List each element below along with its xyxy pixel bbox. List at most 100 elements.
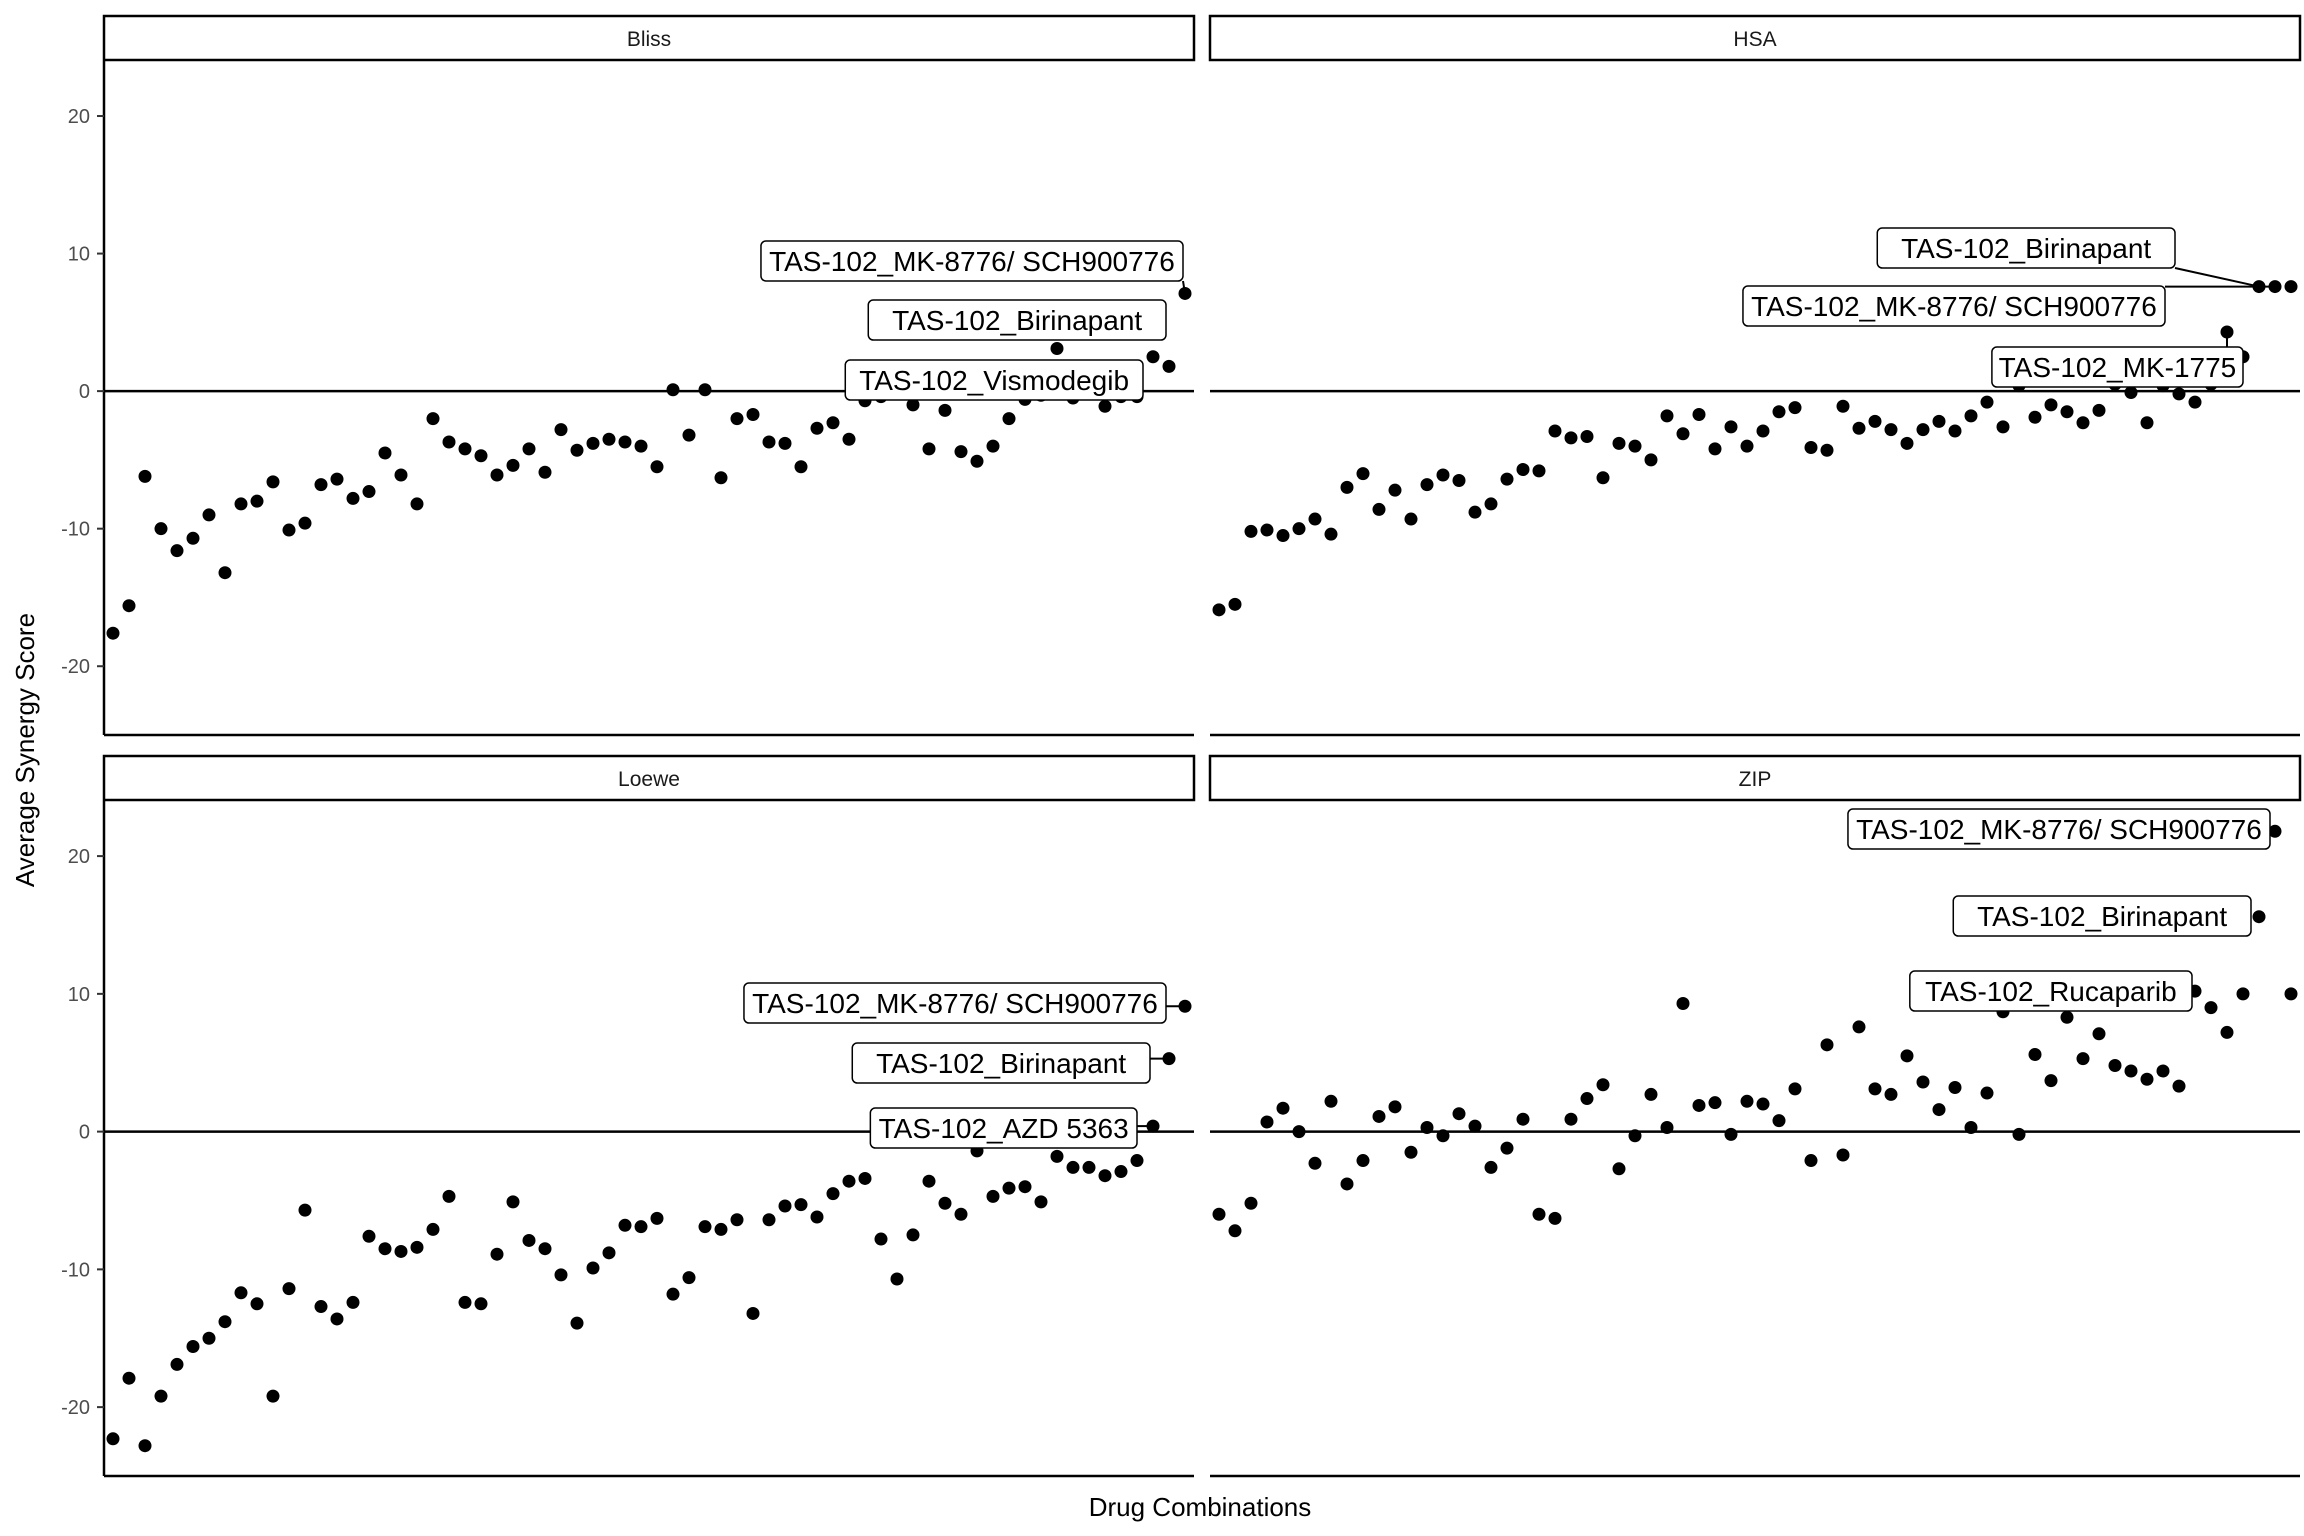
data-point	[1580, 430, 1594, 444]
facet-panel-zip: ZIP TAS-102_MK-8776/ SCH900776 TAS-102_Bir…	[1208, 754, 2302, 1478]
data-point	[1676, 997, 1690, 1010]
data-point	[1564, 431, 1578, 445]
data-point	[890, 1272, 904, 1286]
facet-strip-label: HSA	[1733, 28, 1776, 51]
data-point	[2012, 1127, 2026, 1141]
data-point	[538, 1242, 552, 1256]
data-point	[2140, 1072, 2154, 1086]
data-point	[570, 443, 584, 457]
facet-strip-label: Loewe	[618, 768, 680, 791]
point-label-box	[1909, 970, 2193, 1012]
data-point	[2252, 910, 2266, 924]
data-point	[666, 1287, 680, 1301]
data-point	[1276, 529, 1290, 543]
data-point	[1980, 1086, 1994, 1100]
data-point	[1212, 1207, 1226, 1221]
data-point	[1098, 1169, 1112, 1183]
data-point	[2268, 824, 2282, 838]
data-point	[2060, 405, 2074, 419]
data-point	[618, 435, 632, 449]
data-point	[602, 432, 616, 446]
data-point	[522, 1233, 536, 1247]
data-point	[954, 1207, 968, 1221]
data-point	[1516, 1112, 1530, 1126]
data-point	[906, 398, 920, 412]
data-point	[1500, 472, 1514, 486]
data-point	[2172, 387, 2186, 401]
data-point	[2044, 398, 2058, 412]
point-label: TAS-102_AZD 5363	[879, 1113, 1129, 1144]
data-point	[986, 439, 1000, 453]
data-point	[202, 508, 216, 522]
data-point	[218, 1315, 232, 1329]
data-point	[1034, 1195, 1048, 1209]
data-point	[106, 1432, 120, 1446]
point-label-box	[1742, 285, 2166, 327]
data-point	[1916, 1075, 1930, 1089]
data-point	[1324, 1094, 1338, 1108]
data-point	[1900, 436, 1914, 450]
data-point	[1002, 1181, 1016, 1195]
point-label-box	[1952, 895, 2252, 937]
data-point	[1484, 497, 1498, 511]
point-label: TAS-102_MK-8776/ SCH900776	[752, 988, 1158, 1019]
data-point	[298, 1203, 312, 1217]
data-point	[1436, 1129, 1450, 1143]
data-point	[234, 497, 248, 511]
point-label: TAS-102_MK-8776/ SCH900776	[1856, 814, 2262, 845]
point-label: TAS-102_MK-8776/ SCH900776	[769, 246, 1175, 277]
data-point	[1308, 512, 1322, 526]
data-point	[1050, 341, 1064, 355]
data-point	[474, 1297, 488, 1311]
y-tick-label: -20	[61, 656, 90, 678]
data-point	[554, 423, 568, 437]
data-point	[1516, 463, 1530, 477]
data-point	[506, 1195, 520, 1209]
data-point	[1404, 1145, 1418, 1159]
data-point	[1788, 1082, 1802, 1096]
data-point	[378, 1242, 392, 1256]
point-label: TAS-102_Birinapant	[1977, 901, 2227, 932]
data-point	[2156, 1064, 2170, 1078]
data-point	[1596, 471, 1610, 485]
facet-panel-bliss: Bliss -20 -10 0 10 20 TAS-102_MK-8776/ SCH9007…	[61, 14, 1196, 737]
data-point	[1292, 522, 1306, 536]
data-point	[2060, 1010, 2074, 1024]
data-point	[522, 442, 536, 456]
data-point	[1852, 1020, 1866, 1034]
data-point	[682, 428, 696, 442]
data-point	[1596, 1078, 1610, 1092]
data-point	[970, 454, 984, 468]
data-point	[362, 485, 376, 499]
data-point	[1980, 395, 1994, 409]
data-point	[2140, 416, 2154, 430]
data-point	[1212, 603, 1226, 617]
data-point	[938, 403, 952, 417]
data-point	[1612, 1162, 1626, 1176]
point-label-box	[867, 299, 1167, 341]
data-point	[1452, 474, 1466, 488]
data-point	[1804, 441, 1818, 455]
data-point	[2092, 403, 2106, 417]
data-point	[410, 1240, 424, 1254]
data-point	[1932, 1103, 1946, 1117]
label-connector	[2174, 267, 2260, 288]
data-point	[1260, 523, 1274, 537]
point-label: TAS-102_Vismodegib	[859, 365, 1129, 396]
point-label-box	[743, 982, 1167, 1024]
data-point	[1066, 1160, 1080, 1174]
data-point	[442, 435, 456, 449]
facet-strip	[102, 754, 1196, 802]
data-point	[1114, 1165, 1128, 1179]
data-point	[2092, 1027, 2106, 1041]
data-point	[330, 1312, 344, 1326]
data-point	[842, 1174, 856, 1188]
data-point	[2076, 416, 2090, 430]
data-point	[762, 435, 776, 449]
data-point	[570, 1316, 584, 1330]
data-point	[1820, 1038, 1834, 1052]
data-point	[410, 497, 424, 511]
data-point	[362, 1229, 376, 1243]
data-point	[1228, 1224, 1242, 1238]
data-point	[378, 446, 392, 460]
